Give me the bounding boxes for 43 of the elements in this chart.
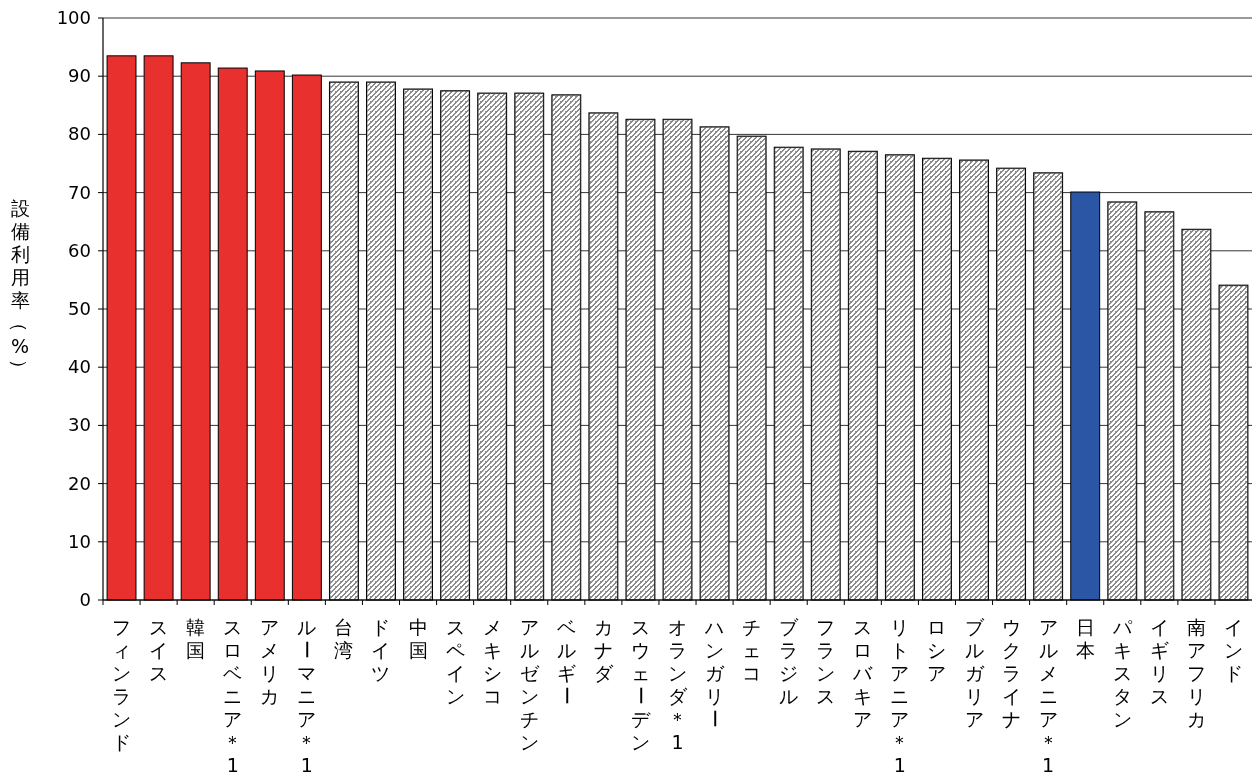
y-tick-label: 50 [68, 298, 91, 319]
y-tick-label: 40 [68, 356, 91, 378]
x-tick-label: スウェーデン [629, 616, 652, 753]
y-tick-label: 80 [68, 123, 91, 145]
x-tick-label: ウクライナ [1001, 616, 1021, 730]
x-tick-label: アメリカ [260, 616, 280, 707]
x-tick-label: イギリス [1149, 616, 1169, 707]
x-tick-label: 台湾 [334, 616, 354, 661]
x-tick-label: アルゼンチン [519, 616, 540, 753]
x-tick-label: パキスタン [1111, 616, 1133, 730]
y-tick-label: 20 [68, 472, 91, 494]
x-tick-label: リトアニア＊1 [890, 616, 910, 776]
x-tick-label: ルーマニア＊1 [296, 616, 319, 776]
x-tick-label: 韓国 [186, 616, 206, 661]
y-tick-label: 60 [68, 239, 91, 261]
y-tick-label: 0 [79, 589, 91, 610]
y-tick-label: 100 [56, 7, 91, 28]
x-tick-label: スロベニア＊1 [223, 616, 243, 776]
y-tick-label: 70 [68, 181, 91, 203]
x-tick-label: メキシコ [482, 616, 502, 707]
x-tick-label: チェコ [742, 616, 762, 684]
y-axis-title: 設備利用率（%） [9, 197, 32, 378]
x-tick-label: 中国 [408, 616, 428, 661]
x-tick-label: カナダ [593, 616, 614, 684]
x-tick-label: 南アフリカ [1186, 616, 1206, 730]
x-tick-label: フィンランド [112, 616, 132, 753]
x-tick-label: ブラジル [779, 616, 800, 707]
x-tick-label: ハンガリー [703, 616, 726, 728]
x-tick-label: フランス [816, 616, 836, 707]
x-tick-label: アルメニア＊1 [1038, 616, 1058, 776]
x-tick-label: スイス [149, 616, 169, 684]
x-tick-label: ベルギー [555, 616, 578, 705]
x-tick-label: スペイン [445, 616, 465, 707]
x-tick-label: ブルガリア [964, 616, 985, 730]
x-tick-label: 日本 [1075, 616, 1095, 661]
x-tick-label: スロバキア [852, 616, 874, 730]
y-tick-label: 10 [68, 530, 91, 552]
y-tick-label: 30 [68, 414, 91, 436]
x-tick-label: ドイツ [371, 616, 391, 684]
x-tick-label: ロシア [927, 616, 947, 684]
x-tick-label: オランダ＊1 [668, 616, 688, 753]
y-tick-label: 90 [68, 65, 91, 87]
x-tick-label: インド [1223, 616, 1243, 684]
